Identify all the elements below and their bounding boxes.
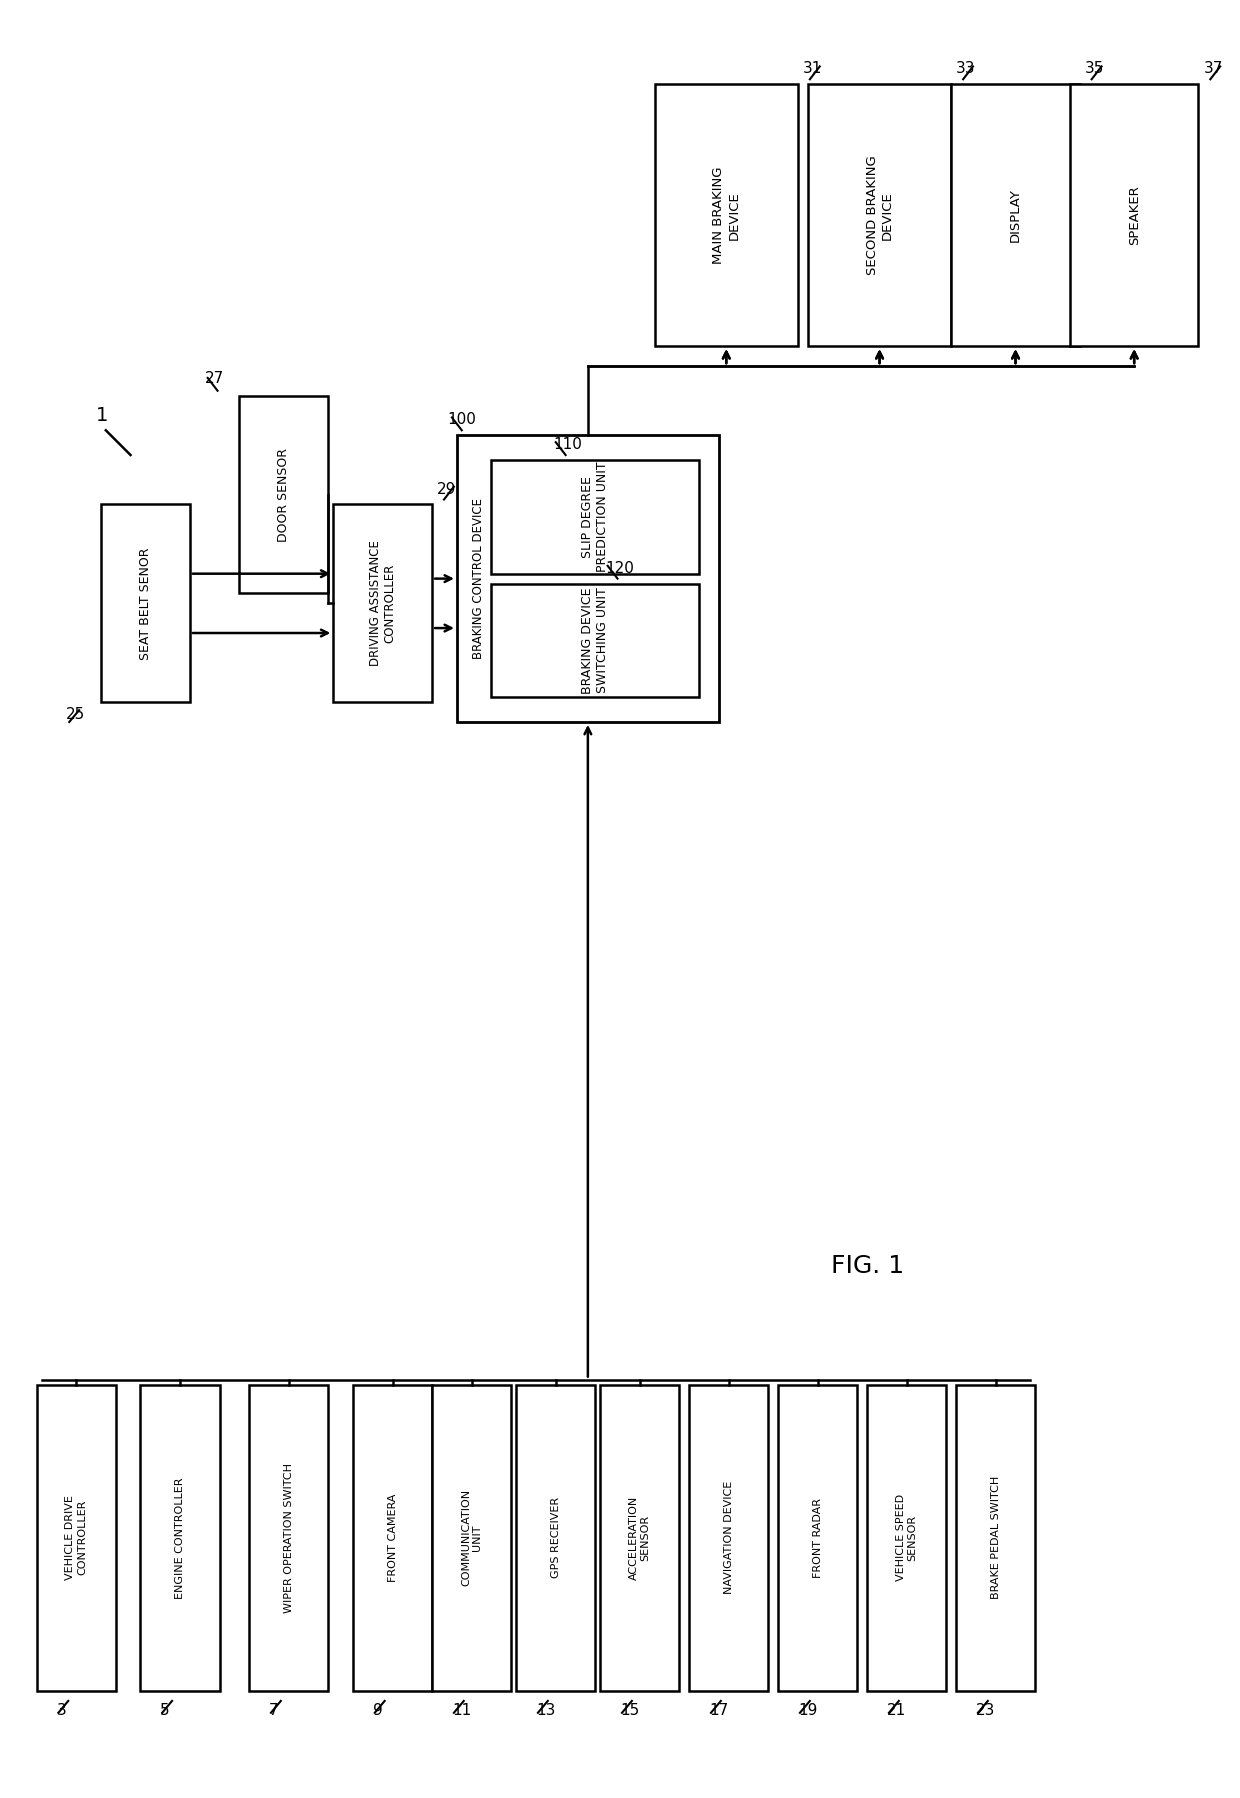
Bar	[951, 85, 1080, 347]
Text: 27: 27	[205, 370, 224, 387]
Text: 13: 13	[536, 1703, 556, 1717]
Text: VEHICLE DRIVE
CONTROLLER: VEHICLE DRIVE CONTROLLER	[66, 1496, 87, 1580]
Text: 15: 15	[620, 1703, 640, 1717]
Bar	[334, 505, 432, 703]
Text: ACCELERATION
SENSOR: ACCELERATION SENSOR	[629, 1496, 651, 1580]
Bar	[37, 1384, 115, 1692]
Text: BRAKE PEDAL SWITCH: BRAKE PEDAL SWITCH	[991, 1476, 1001, 1600]
Bar	[956, 1384, 1035, 1692]
Text: 25: 25	[66, 707, 86, 723]
Text: MAIN BRAKING
DEVICE: MAIN BRAKING DEVICE	[712, 167, 740, 264]
Text: GPS RECEIVER: GPS RECEIVER	[551, 1498, 560, 1579]
Bar	[491, 584, 699, 698]
Bar	[600, 1384, 680, 1692]
Text: 5: 5	[160, 1703, 170, 1717]
Text: DISPLAY: DISPLAY	[1009, 189, 1022, 243]
Bar	[1070, 85, 1198, 347]
Text: BRAKING CONTROL DEVICE: BRAKING CONTROL DEVICE	[472, 498, 485, 660]
Text: DOOR SENSOR: DOOR SENSOR	[278, 448, 290, 541]
Text: NAVIGATION DEVICE: NAVIGATION DEVICE	[724, 1482, 734, 1595]
Text: DRIVING ASSISTANCE
CONTROLLER: DRIVING ASSISTANCE CONTROLLER	[368, 541, 397, 667]
Bar	[491, 460, 699, 574]
Bar	[456, 435, 719, 723]
Text: SEAT BELT SENOR: SEAT BELT SENOR	[139, 547, 151, 660]
Bar	[779, 1384, 857, 1692]
Text: VEHICLE SPEED
SENSOR: VEHICLE SPEED SENSOR	[897, 1494, 918, 1580]
Text: 9: 9	[373, 1703, 383, 1717]
Bar	[249, 1384, 329, 1692]
Text: WIPER OPERATION SWITCH: WIPER OPERATION SWITCH	[284, 1464, 294, 1613]
Text: SLIP DEGREE
PREDICTION UNIT: SLIP DEGREE PREDICTION UNIT	[582, 462, 609, 572]
Text: 29: 29	[436, 482, 456, 496]
Text: 1: 1	[95, 406, 108, 424]
Bar	[432, 1384, 511, 1692]
Bar	[140, 1384, 219, 1692]
Text: 7: 7	[269, 1703, 279, 1717]
Text: FRONT RADAR: FRONT RADAR	[812, 1498, 823, 1579]
Text: 100: 100	[446, 412, 476, 428]
Text: 21: 21	[887, 1703, 906, 1717]
Bar	[867, 1384, 946, 1692]
Bar	[353, 1384, 432, 1692]
Bar	[655, 85, 799, 347]
Bar	[239, 396, 329, 593]
Text: 3: 3	[56, 1703, 66, 1717]
Bar	[100, 505, 190, 703]
Text: 17: 17	[709, 1703, 728, 1717]
Text: 11: 11	[451, 1703, 471, 1717]
Bar	[516, 1384, 595, 1692]
Text: 23: 23	[976, 1703, 996, 1717]
Text: 120: 120	[605, 561, 635, 575]
Text: FIG. 1: FIG. 1	[831, 1253, 904, 1278]
Text: SPEAKER: SPEAKER	[1127, 185, 1141, 245]
Bar	[808, 85, 951, 347]
Text: BRAKING DEVICE
SWITCHING UNIT: BRAKING DEVICE SWITCHING UNIT	[582, 588, 609, 694]
Text: ENGINE CONTROLLER: ENGINE CONTROLLER	[175, 1476, 185, 1598]
Text: SECOND BRAKING
DEVICE: SECOND BRAKING DEVICE	[866, 155, 894, 275]
Text: FRONT CAMERA: FRONT CAMERA	[388, 1494, 398, 1582]
Text: 35: 35	[1085, 61, 1104, 76]
Text: 37: 37	[1203, 61, 1223, 76]
Text: 19: 19	[799, 1703, 817, 1717]
Bar	[689, 1384, 769, 1692]
Text: 33: 33	[956, 61, 976, 76]
Text: COMMUNICATION
UNIT: COMMUNICATION UNIT	[461, 1489, 482, 1586]
Text: 31: 31	[804, 61, 822, 76]
Text: 110: 110	[554, 437, 583, 451]
